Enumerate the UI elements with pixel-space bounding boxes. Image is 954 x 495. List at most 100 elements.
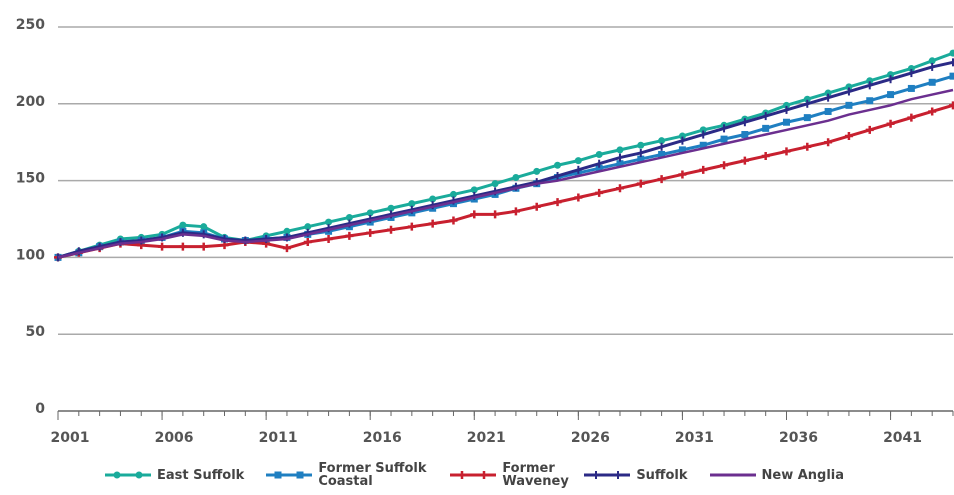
legend-swatch — [584, 471, 631, 479]
legend-swatch — [450, 471, 497, 479]
point — [844, 132, 853, 141]
legend-swatch — [709, 473, 756, 477]
y-tick-label: 200 — [16, 94, 45, 110]
point — [782, 118, 790, 126]
point — [678, 146, 686, 154]
point — [782, 147, 791, 156]
point — [845, 83, 853, 91]
point — [325, 218, 333, 226]
point — [637, 155, 645, 163]
point — [574, 157, 582, 165]
point — [533, 167, 541, 175]
series — [57, 88, 954, 259]
point — [512, 174, 520, 182]
point — [595, 150, 603, 158]
legend: East Suffolk Former Suffolk Coastal Former… — [105, 462, 844, 488]
point — [574, 193, 583, 202]
legend-label: Former Waveney — [502, 461, 569, 489]
x-tick-label: 2041 — [883, 430, 922, 446]
legend-label: Former Suffolk Coastal — [318, 461, 427, 489]
legend-marker — [296, 471, 304, 479]
point — [282, 244, 291, 253]
point — [699, 165, 708, 174]
point — [637, 141, 645, 149]
point — [740, 156, 749, 165]
series-line — [57, 51, 954, 259]
legend-item: Suffolk — [584, 467, 688, 483]
x-tick-label: 2011 — [259, 430, 298, 446]
point — [200, 223, 208, 231]
legend-marker — [480, 471, 489, 479]
point — [699, 126, 707, 134]
point — [199, 242, 208, 251]
legend-label: Suffolk — [636, 467, 688, 483]
point — [387, 225, 396, 234]
point — [366, 228, 375, 237]
point — [449, 190, 457, 198]
series — [54, 49, 954, 261]
legend-marker — [113, 471, 121, 479]
point — [658, 150, 666, 158]
chart: 0 50 100 150 200 250 2001 2006 2011 2016 2021 2026 2… — [16, 17, 954, 446]
legend-marker — [274, 471, 282, 479]
point — [303, 238, 312, 247]
series — [57, 58, 954, 262]
point — [407, 222, 416, 231]
legend-item: Former Suffolk Coastal — [266, 462, 428, 488]
point — [178, 242, 187, 251]
point — [949, 49, 954, 57]
legend-marker — [458, 471, 467, 479]
point — [158, 242, 167, 251]
point — [887, 71, 895, 79]
point — [741, 131, 749, 139]
x-tick-label: 2006 — [155, 430, 194, 446]
point — [345, 213, 353, 221]
point — [720, 161, 729, 170]
point — [429, 195, 437, 203]
point — [907, 113, 916, 122]
point — [179, 221, 187, 229]
point — [866, 77, 874, 85]
point — [491, 210, 500, 219]
legend-swatch — [266, 471, 313, 479]
point — [615, 184, 624, 193]
y-tick-label: 50 — [26, 324, 46, 340]
legend-item: East Suffolk — [105, 468, 244, 482]
point — [553, 198, 562, 207]
point — [345, 231, 354, 240]
point — [616, 160, 624, 168]
series-line — [57, 60, 954, 259]
point — [845, 101, 853, 109]
y-tick-label: 250 — [16, 17, 45, 33]
point — [470, 186, 478, 194]
point — [720, 135, 728, 143]
y-tick-label: 100 — [16, 247, 45, 263]
series-line — [57, 88, 954, 259]
point — [761, 152, 770, 161]
point — [782, 101, 790, 109]
point — [616, 146, 624, 154]
point — [324, 234, 333, 243]
point — [491, 180, 499, 188]
point — [595, 188, 604, 197]
point — [803, 114, 811, 122]
x-tick-label: 2026 — [571, 430, 610, 446]
point — [865, 125, 874, 134]
point — [678, 170, 687, 179]
y-tick-label: 0 — [35, 401, 45, 417]
point — [449, 216, 458, 225]
point — [408, 200, 416, 208]
point — [886, 119, 895, 128]
point — [366, 209, 374, 217]
legend-label: New Anglia — [761, 467, 845, 483]
point — [803, 95, 811, 103]
point — [949, 101, 954, 110]
point — [907, 84, 915, 92]
point — [824, 107, 832, 115]
point — [387, 204, 395, 212]
point — [762, 124, 770, 132]
x-tick-label: 2001 — [51, 430, 90, 446]
point — [470, 210, 479, 219]
legend-item: New Anglia — [709, 467, 845, 483]
